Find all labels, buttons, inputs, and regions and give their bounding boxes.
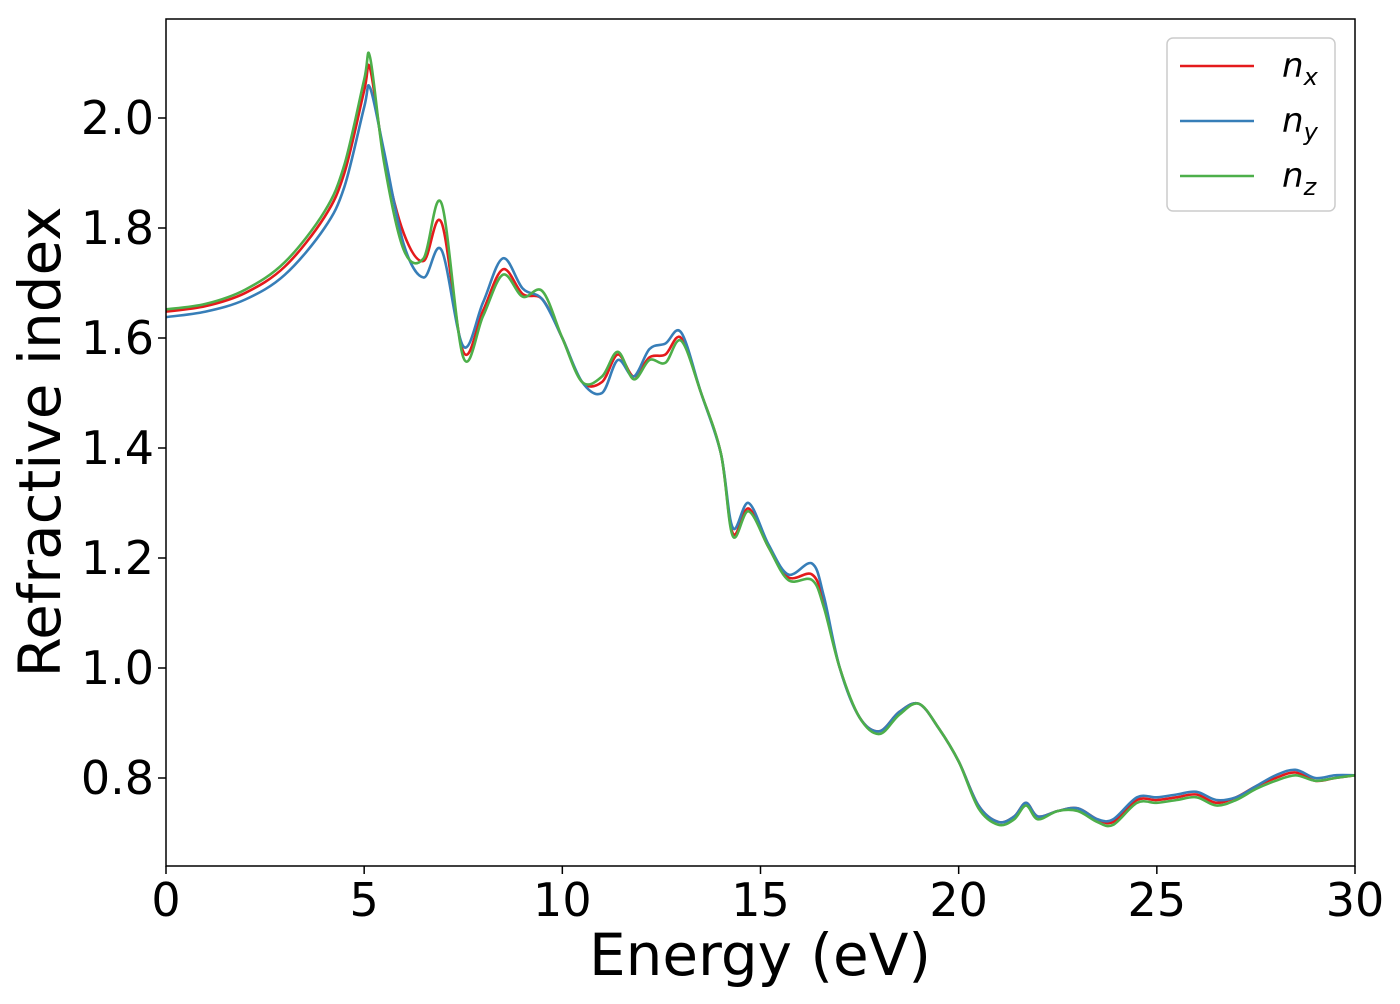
y-tick-label: 1.4	[81, 421, 154, 475]
y-tick-label: 2.0	[81, 91, 154, 145]
legend-label-nz: nz	[1282, 156, 1318, 201]
y-tick-label: 1.8	[81, 201, 154, 255]
y-tick-label: 1.0	[81, 641, 154, 695]
x-tick-label: 25	[1128, 873, 1187, 927]
x-tick-label: 10	[533, 873, 592, 927]
y-tick-label: 1.6	[81, 311, 154, 365]
x-tick-label: 30	[1326, 873, 1385, 927]
x-tick-label: 0	[151, 873, 180, 927]
x-axis-title: Energy (eV)	[589, 921, 931, 989]
x-tick-label: 20	[929, 873, 988, 927]
series-line-nz	[166, 51, 1355, 828]
y-axis-title: Refractive index	[6, 206, 74, 677]
y-tick-label: 1.2	[81, 531, 154, 585]
x-axis-ticks: 0 5 10 15 20 25 30	[151, 866, 1384, 927]
x-tick-label: 15	[731, 873, 790, 927]
series-lines	[166, 51, 1355, 828]
y-tick-label: 0.8	[81, 751, 154, 805]
legend-box	[1166, 37, 1336, 212]
series-line-ny	[166, 84, 1355, 824]
x-tick-label: 5	[350, 873, 379, 927]
y-axis-ticks: 0.8 1.0 1.2 1.4 1.6 1.8 2.0	[81, 91, 166, 805]
